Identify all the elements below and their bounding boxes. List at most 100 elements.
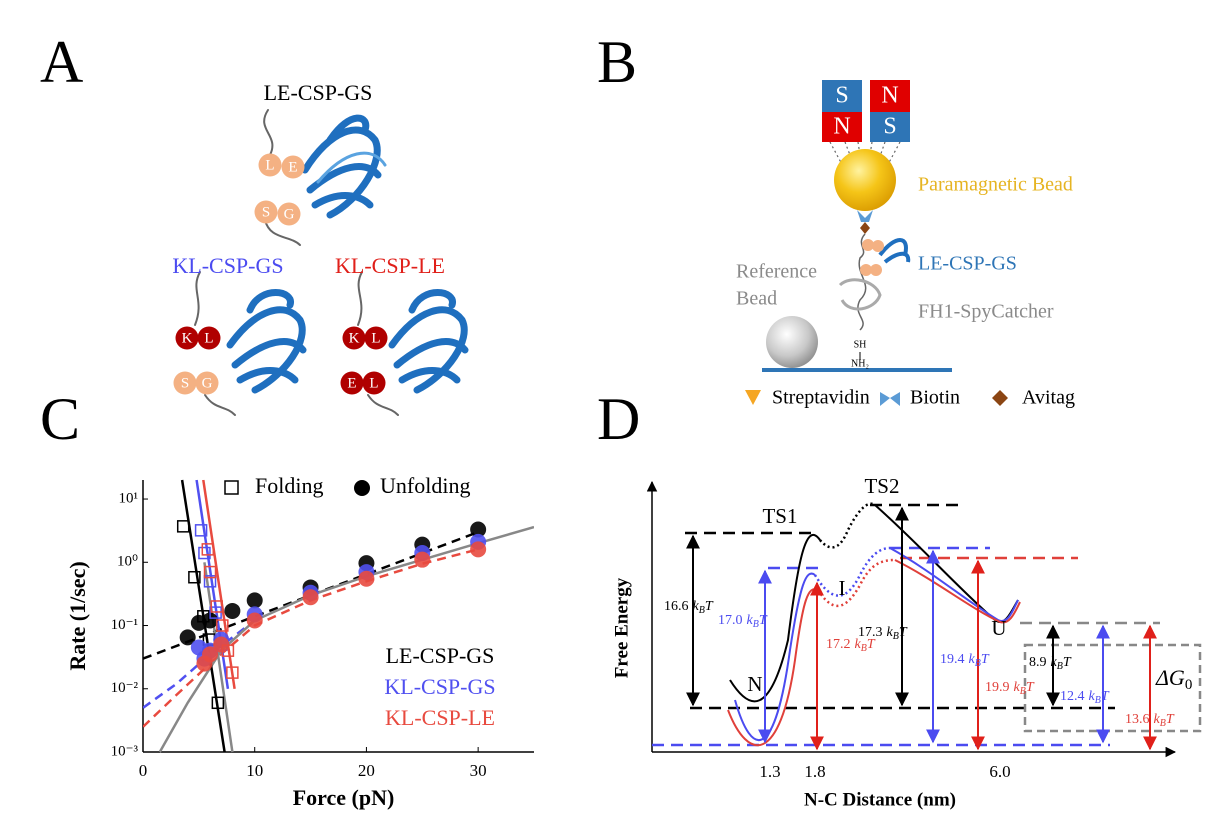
unit-t: T [1101,689,1110,704]
unit-k: k [747,613,754,628]
energy-label: 12.4 kBT [1060,689,1110,706]
energy-label: 19.9 kBT [985,680,1035,697]
energy-value: 16.6 [664,599,689,614]
protein-structures [194,109,469,416]
energy-landscape [646,480,1202,758]
unit-k: k [969,652,976,667]
folding-point [211,696,225,710]
x-mark-label: 1.8 [804,762,825,781]
folding-point [203,565,217,579]
unit-sub: B [975,658,981,669]
unfolding-point [213,636,230,653]
magnetic-tweezers [745,80,1008,406]
unfolding-point [414,551,431,568]
reference-label: Reference [736,261,817,283]
legend-label: Unfolding [380,473,470,498]
residue-bead [175,326,199,350]
surface-label: NH₂ [851,358,869,369]
unit-sub: B [699,605,705,616]
energy-label: 16.6 kBT [664,599,714,616]
state-label: TS1 [762,504,797,528]
residue-bead [258,153,282,177]
bead-letter: E [288,159,297,175]
bead-letter: L [371,330,380,346]
bead-letter: K [182,330,193,346]
y-tick-label: 10⁰ [117,554,138,570]
unit-k: k [693,599,700,614]
legend-label: Biotin [910,387,960,409]
energy-value: 8.9 [1029,655,1047,670]
unfolding-point [470,541,487,558]
bead-letter: S [181,375,189,391]
unfolding-point [246,592,263,609]
bead-letter: G [202,375,213,391]
delta-g-symbol: ΔG [1155,665,1185,690]
unit-k: k [887,625,894,640]
y-axis-title: Rate (1/sec) [65,561,90,670]
legend-marker [224,480,239,495]
residue-bead [277,202,301,226]
residue-bead [364,326,388,350]
fit-line [143,548,479,728]
bead-letter: S [262,204,270,220]
folding-point [188,570,201,584]
bead-letter: K [349,330,360,346]
y-tick-label: 10¹ [119,490,139,506]
y-axis-title: Free Energy [611,577,632,678]
unit-k: k [1154,712,1161,727]
energy-value: 19.4 [940,652,965,667]
y-tick-label: 10⁻³ [111,743,139,759]
linker-label: FH1-SpyCatcher [918,301,1054,323]
protein-label: LE-CSP-GS [918,253,1017,275]
unit-k: k [1089,689,1096,704]
unit-sub: B [1057,661,1063,672]
bead-letter: L [265,157,274,173]
unit-k: k [1014,680,1021,695]
unfolding-point [179,629,196,646]
unfolding-point [358,570,375,587]
folding-point [194,524,208,537]
unit-sub: B [1160,718,1166,729]
unit-k: k [1051,655,1058,670]
unit-sub: B [1095,695,1101,706]
legend-marker [354,480,370,496]
state-label: I [839,576,846,600]
energy-label: 8.9 kBT [1029,655,1072,672]
residue-bead [281,155,305,179]
panel-label: A [40,29,83,95]
residue-bead [342,326,366,350]
panel-label: B [597,29,637,95]
x-tick-label: 0 [139,761,148,780]
unit-t: T [1166,712,1175,727]
surface-label: SH [854,339,867,350]
unit-t: T [705,599,714,614]
bead-letter: G [284,206,295,222]
folding-point [210,600,223,613]
residue-bead [362,371,386,395]
x-tick-label: 10 [246,761,263,780]
residue-bead [254,200,278,224]
residue-bead [195,371,219,395]
x-mark-label: 1.3 [759,762,780,781]
folding-point [203,575,217,588]
unit-sub: B [893,631,899,642]
x-mark-label: 6.0 [989,762,1010,781]
y-tick-label: 10⁻² [111,680,139,696]
energy-value: 19.9 [985,680,1010,695]
x-tick-label: 30 [470,761,487,780]
legend-label: KL-CSP-LE [385,705,495,730]
reference-label: Bead [736,288,777,310]
unfolding-point [302,589,319,606]
energy-value: 13.6 [1125,712,1150,727]
legend-label: Avitag [1022,387,1075,409]
unit-sub: B [753,619,759,630]
y-tick-label: 10⁻¹ [111,617,138,633]
construct-name: LE-CSP-GS [264,80,373,105]
magnet-pole: S [835,83,848,109]
panel-label: C [40,386,80,452]
fit-line [202,479,236,689]
bead-letter: L [204,330,213,346]
unfolding-point [202,612,219,629]
fit-line [203,562,234,753]
